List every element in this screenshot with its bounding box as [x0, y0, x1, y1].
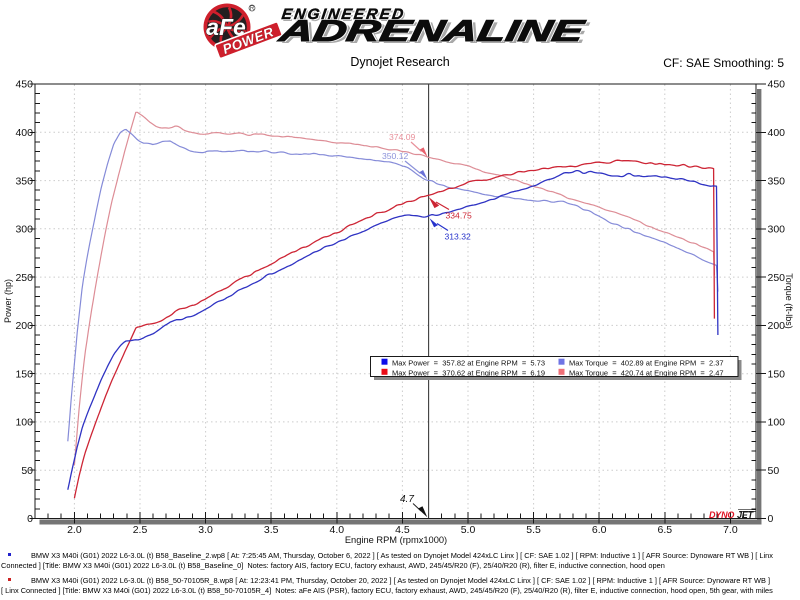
svg-text:50: 50	[21, 465, 33, 477]
svg-text:4.0: 4.0	[329, 524, 344, 536]
svg-text:Torque (ft-lbs): Torque (ft-lbs)	[784, 273, 794, 329]
svg-text:3.5: 3.5	[264, 524, 279, 536]
svg-text:374.09: 374.09	[389, 132, 416, 142]
svg-text:6.0: 6.0	[592, 524, 607, 536]
svg-text:5.0: 5.0	[461, 524, 476, 536]
svg-text:400: 400	[15, 127, 33, 139]
svg-text:R: R	[250, 6, 255, 12]
svg-text:350: 350	[768, 175, 786, 187]
svg-text:4.5: 4.5	[395, 524, 410, 536]
svg-text:DYNO: DYNO	[709, 510, 734, 520]
svg-text:450: 450	[768, 79, 786, 91]
svg-text:JET: JET	[737, 510, 755, 520]
svg-text:5.5: 5.5	[526, 524, 541, 536]
svg-text:Engine RPM (rpmx1000): Engine RPM (rpmx1000)	[345, 535, 447, 545]
svg-text:350: 350	[15, 175, 33, 187]
svg-text:4.7: 4.7	[400, 494, 414, 505]
svg-text:7.0: 7.0	[723, 524, 738, 536]
svg-text:6.5: 6.5	[657, 524, 672, 536]
svg-text:2.0: 2.0	[67, 524, 82, 536]
svg-text:150: 150	[768, 368, 786, 380]
svg-text:Max Power = 357.82 at Engine: Max Power = 357.82 at Engine RPM = 5.73	[392, 358, 545, 367]
svg-text:Max Torque = 420.74 at Engin: Max Torque = 420.74 at Engine RPM = 2.47	[569, 368, 724, 377]
svg-text:Max Torque = 402.89 at Engin: Max Torque = 402.89 at Engine RPM = 2.37	[569, 358, 724, 367]
svg-text:450: 450	[15, 79, 33, 91]
svg-text:250: 250	[768, 272, 786, 284]
svg-text:300: 300	[15, 224, 33, 236]
svg-text:200: 200	[768, 320, 786, 332]
svg-text:200: 200	[15, 320, 33, 332]
svg-text:0: 0	[27, 513, 33, 525]
svg-text:313.32: 313.32	[445, 232, 472, 242]
svg-text:150: 150	[15, 368, 33, 380]
svg-text:100: 100	[768, 417, 786, 429]
svg-text:100: 100	[15, 417, 33, 429]
svg-text:334.75: 334.75	[446, 211, 473, 221]
svg-text:250: 250	[15, 272, 33, 284]
svg-text:3.0: 3.0	[198, 524, 213, 536]
svg-text:2.5: 2.5	[133, 524, 148, 536]
svg-text:50: 50	[768, 465, 780, 477]
svg-text:0: 0	[768, 513, 774, 525]
svg-text:Max Power = 370.62 at Engine: Max Power = 370.62 at Engine RPM = 6.19	[392, 368, 545, 377]
svg-text:400: 400	[768, 127, 786, 139]
svg-text:350.12: 350.12	[382, 151, 409, 161]
svg-text:300: 300	[768, 224, 786, 236]
svg-text:Power (hp): Power (hp)	[3, 279, 13, 323]
